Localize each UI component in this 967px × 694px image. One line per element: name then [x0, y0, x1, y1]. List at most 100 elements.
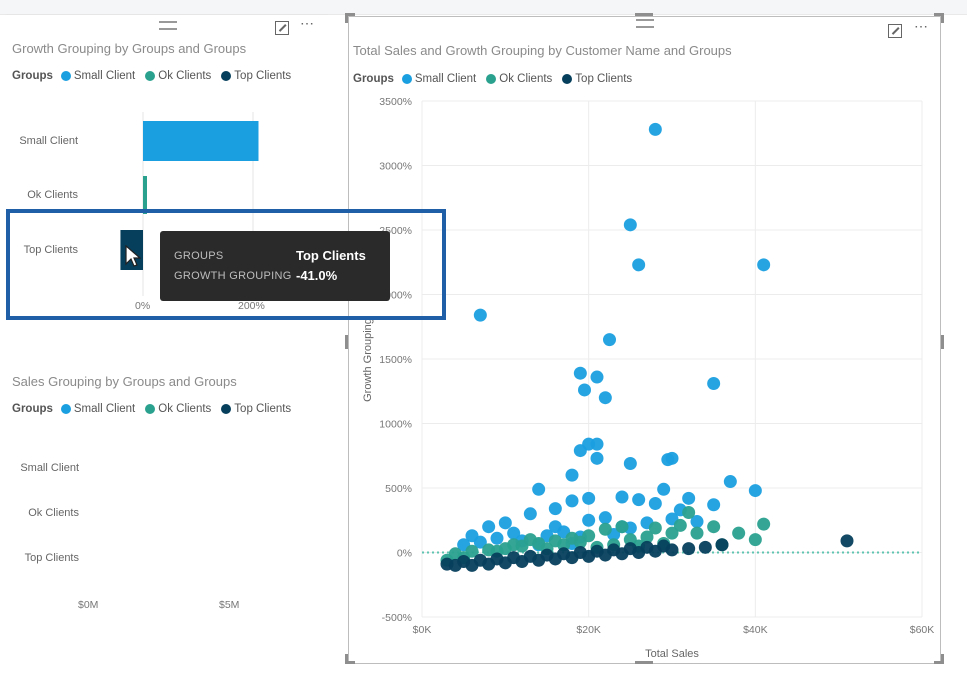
point-small — [598, 511, 612, 525]
resize-handle[interactable] — [941, 654, 944, 664]
point-small — [473, 535, 487, 549]
legend-item-ok[interactable]: Ok Clients — [486, 73, 552, 85]
x-tick-label: 200% — [238, 300, 265, 312]
point-top — [657, 539, 671, 553]
point-small — [757, 258, 771, 272]
point-top — [457, 555, 471, 569]
legend-title: Groups — [353, 73, 394, 85]
point-ok — [682, 506, 696, 520]
point-small — [603, 333, 616, 347]
point-ok — [557, 538, 571, 552]
x-tick-label: $0K — [413, 624, 432, 636]
legend-label: Small Client — [73, 70, 136, 82]
y-tick-label: -500% — [382, 612, 412, 624]
point-top — [507, 551, 521, 565]
legend-dot-icon — [401, 74, 412, 84]
point-small — [565, 468, 579, 482]
visual-title: Sales Grouping by Groups and Groups — [12, 374, 237, 389]
bar-ok — [143, 176, 147, 214]
chart-legend: Groups Small Client Ok Clients Top Clien… — [12, 70, 301, 82]
resize-handle[interactable] — [345, 654, 348, 664]
chart-legend: Groups Small Client Ok Clients Top Clien… — [12, 403, 301, 415]
legend-dot-icon — [221, 71, 232, 81]
point-small — [590, 370, 604, 384]
legend-item-ok[interactable]: Ok Clients — [145, 70, 211, 82]
point-small — [590, 451, 604, 465]
category-label: Small Client — [19, 135, 78, 147]
resize-handle[interactable] — [345, 335, 348, 349]
focus-mode-icon[interactable] — [888, 24, 902, 38]
visual-title: Growth Grouping by Groups and Groups — [12, 41, 247, 56]
point-ok — [707, 520, 721, 534]
legend-item-small[interactable]: Small Client — [401, 73, 477, 85]
drag-grip-icon[interactable] — [159, 21, 177, 30]
point-top — [607, 543, 621, 557]
resize-handle[interactable] — [345, 13, 355, 16]
point-ok — [648, 521, 662, 535]
x-tick-label: $20K — [576, 624, 601, 636]
x-axis-title: Total Sales — [645, 648, 699, 660]
point-small — [490, 531, 504, 545]
resize-handle[interactable] — [934, 13, 944, 16]
more-options-icon[interactable]: ⋯ — [914, 18, 928, 34]
resize-handle[interactable] — [934, 661, 944, 664]
point-top — [623, 542, 637, 556]
legend-item-small[interactable]: Small Client — [60, 70, 136, 82]
point-ok — [640, 530, 654, 544]
resize-handle[interactable] — [345, 661, 355, 664]
point-ok — [598, 522, 612, 536]
mouse-cursor-icon — [125, 245, 141, 267]
legend-item-top[interactable]: Top Clients — [221, 70, 291, 82]
resize-handle[interactable] — [635, 13, 653, 16]
point-small — [473, 308, 487, 322]
point-small — [682, 491, 696, 505]
x-tick-label: 0% — [135, 300, 151, 312]
category-label: Top Clients — [23, 244, 78, 256]
sales-grouping-visual[interactable]: Sales Grouping by Groups and Groups Grou… — [6, 362, 328, 622]
resize-handle[interactable] — [635, 661, 653, 664]
resize-handle[interactable] — [941, 335, 944, 349]
visual-title: Total Sales and Growth Grouping by Custo… — [353, 43, 732, 58]
point-small — [748, 484, 762, 498]
drag-grip-icon[interactable] — [636, 19, 654, 28]
legend-dot-icon — [486, 74, 497, 84]
point-small — [582, 491, 596, 505]
resize-handle[interactable] — [941, 13, 944, 23]
tooltip-value: -41.0% — [296, 268, 338, 283]
point-small — [498, 516, 512, 530]
y-tick-label: 1500% — [379, 354, 412, 366]
x-tick-label: $0M — [78, 599, 99, 611]
legend-dot-icon — [60, 71, 71, 81]
y-tick-label: 1000% — [379, 419, 412, 431]
legend-dot-icon — [145, 404, 156, 414]
tooltip-key: GROWTH GROUPING — [174, 270, 292, 282]
point-top — [698, 540, 712, 554]
legend-dot-icon — [60, 404, 71, 414]
more-options-icon[interactable]: ⋯ — [300, 15, 314, 31]
y-tick-label: 0% — [397, 548, 412, 560]
legend-item-ok[interactable]: Ok Clients — [145, 403, 211, 415]
category-label: Top Clients — [24, 552, 79, 564]
canvas-top-bar — [0, 0, 967, 15]
legend-item-top[interactable]: Top Clients — [562, 73, 632, 85]
legend-title: Groups — [12, 403, 53, 415]
legend-label: Top Clients — [575, 73, 633, 85]
point-top — [540, 548, 554, 562]
point-small — [523, 507, 537, 521]
legend-item-small[interactable]: Small Client — [60, 403, 135, 415]
x-tick-label: $60K — [910, 624, 935, 636]
highlight-box — [6, 209, 446, 320]
point-top — [557, 547, 571, 561]
category-label: Ok Clients — [27, 189, 78, 201]
category-label: Small Client — [20, 462, 79, 474]
category-label: Ok Clients — [28, 507, 79, 519]
legend-dot-icon — [562, 74, 573, 84]
resize-handle[interactable] — [345, 13, 348, 23]
focus-mode-icon[interactable] — [275, 21, 289, 35]
legend-label: Ok Clients — [158, 403, 212, 415]
legend-item-top[interactable]: Top Clients — [221, 403, 291, 415]
legend-label: Small Client — [414, 73, 477, 85]
y-tick-label: 3000% — [379, 161, 412, 173]
point-small — [623, 218, 637, 232]
